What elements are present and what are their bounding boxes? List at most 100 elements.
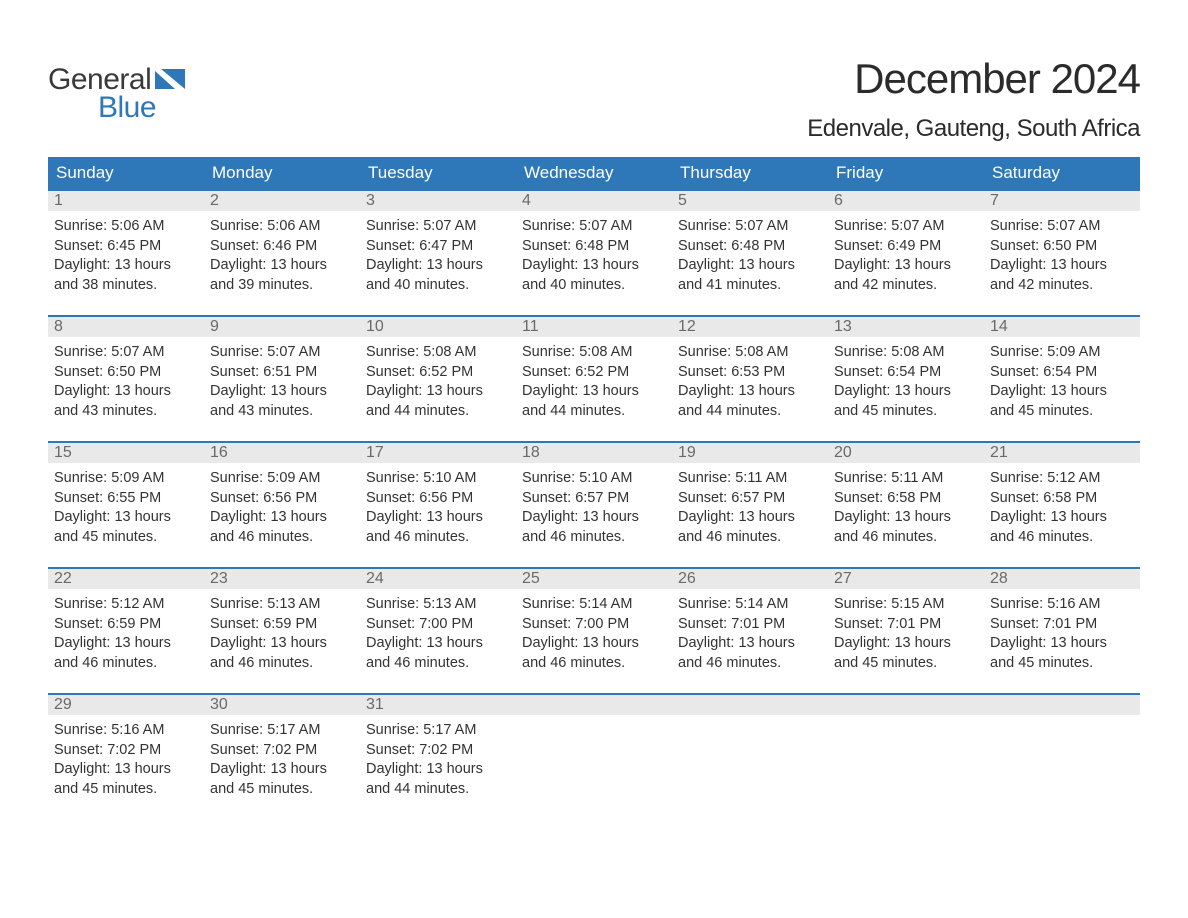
daylight-line1: Daylight: 13 hours [366,382,510,402]
daylight-label: Daylight: [366,635,422,651]
daylight-line1: Daylight: 13 hours [54,256,198,276]
dow-tuesday: Tuesday [360,157,516,189]
daylight-hours: 13 hours [738,635,794,651]
sunrise-label: Sunrise: [990,344,1043,360]
day-cell: 21Sunrise: 5:12 AMSunset: 6:58 PMDayligh… [984,443,1140,567]
day-number: 14 [984,317,1140,337]
daylight-label: Daylight: [210,383,266,399]
sunrise-label: Sunrise: [210,470,263,486]
sunrise-line: Sunrise: 5:11 AM [678,469,822,489]
day-cell: 29Sunrise: 5:16 AMSunset: 7:02 PMDayligh… [48,695,204,819]
daylight-line1: Daylight: 13 hours [678,256,822,276]
daylight-line2: and 46 minutes. [678,528,822,548]
daylight-line2: and 45 minutes. [834,654,978,674]
sunrise-value: 5:06 AM [267,218,320,234]
daylight-label: Daylight: [678,383,734,399]
sunrise-line: Sunrise: 5:10 AM [366,469,510,489]
sunset-line: Sunset: 7:02 PM [54,741,198,761]
sunset-line: Sunset: 7:02 PM [210,741,354,761]
daylight-line1: Daylight: 13 hours [678,508,822,528]
day-cell: . [516,695,672,819]
week-row: 15Sunrise: 5:09 AMSunset: 6:55 PMDayligh… [48,441,1140,567]
sunrise-value: 5:16 AM [1047,596,1100,612]
sunset-label: Sunset: [366,364,415,380]
daylight-hours: 13 hours [114,383,170,399]
daylight-line2: and 46 minutes. [678,654,822,674]
sunset-value: 6:48 PM [731,238,785,254]
day-body: Sunrise: 5:06 AMSunset: 6:46 PMDaylight:… [204,211,360,301]
sunset-label: Sunset: [990,490,1039,506]
sunrise-line: Sunrise: 5:07 AM [54,343,198,363]
sunset-label: Sunset: [210,238,259,254]
sunset-value: 6:59 PM [263,616,317,632]
day-number: 10 [360,317,516,337]
sunrise-value: 5:08 AM [735,344,788,360]
sunrise-line: Sunrise: 5:06 AM [210,217,354,237]
sunset-value: 6:57 PM [731,490,785,506]
sunrise-line: Sunrise: 5:06 AM [54,217,198,237]
sunset-line: Sunset: 6:58 PM [834,489,978,509]
sunrise-value: 5:08 AM [579,344,632,360]
sunrise-value: 5:09 AM [267,470,320,486]
sunset-label: Sunset: [366,616,415,632]
sunrise-line: Sunrise: 5:08 AM [678,343,822,363]
day-number: 23 [204,569,360,589]
daylight-line2: and 42 minutes. [990,276,1134,296]
sunrise-value: 5:07 AM [891,218,944,234]
sunrise-line: Sunrise: 5:11 AM [834,469,978,489]
daylight-label: Daylight: [990,383,1046,399]
sunset-value: 6:47 PM [419,238,473,254]
daylight-line2: and 46 minutes. [366,528,510,548]
day-body: Sunrise: 5:10 AMSunset: 6:57 PMDaylight:… [516,463,672,553]
daylight-label: Daylight: [834,635,890,651]
day-cell: 14Sunrise: 5:09 AMSunset: 6:54 PMDayligh… [984,317,1140,441]
daylight-label: Daylight: [210,635,266,651]
day-body: Sunrise: 5:12 AMSunset: 6:59 PMDaylight:… [48,589,204,679]
daylight-line2: and 46 minutes. [522,654,666,674]
day-cell: 8Sunrise: 5:07 AMSunset: 6:50 PMDaylight… [48,317,204,441]
sunrise-label: Sunrise: [678,344,731,360]
daylight-line2: and 43 minutes. [210,402,354,422]
sunrise-value: 5:11 AM [891,470,943,486]
sunrise-line: Sunrise: 5:16 AM [54,721,198,741]
daylight-label: Daylight: [990,509,1046,525]
day-cell: 18Sunrise: 5:10 AMSunset: 6:57 PMDayligh… [516,443,672,567]
daylight-hours: 13 hours [426,635,482,651]
day-number: 9 [204,317,360,337]
daylight-hours: 13 hours [738,383,794,399]
daylight-hours: 13 hours [738,257,794,273]
sunrise-label: Sunrise: [834,218,887,234]
sunrise-value: 5:14 AM [735,596,788,612]
sunset-value: 6:59 PM [107,616,161,632]
day-body: Sunrise: 5:11 AMSunset: 6:58 PMDaylight:… [828,463,984,553]
sunrise-value: 5:07 AM [267,344,320,360]
day-number: 2 [204,191,360,211]
daylight-line2: and 43 minutes. [54,402,198,422]
day-body: Sunrise: 5:17 AMSunset: 7:02 PMDaylight:… [204,715,360,805]
daylight-hours: 13 hours [582,509,638,525]
sunset-line: Sunset: 6:54 PM [834,363,978,383]
daylight-line1: Daylight: 13 hours [522,256,666,276]
sunset-line: Sunset: 6:48 PM [522,237,666,257]
day-number: 29 [48,695,204,715]
daylight-line1: Daylight: 13 hours [522,508,666,528]
daylight-label: Daylight: [990,257,1046,273]
sunrise-line: Sunrise: 5:12 AM [990,469,1134,489]
sunset-label: Sunset: [54,490,103,506]
daylight-hours: 13 hours [1050,257,1106,273]
daylight-line1: Daylight: 13 hours [834,634,978,654]
sunset-value: 6:54 PM [887,364,941,380]
day-cell: 19Sunrise: 5:11 AMSunset: 6:57 PMDayligh… [672,443,828,567]
sunset-line: Sunset: 6:47 PM [366,237,510,257]
day-number: 30 [204,695,360,715]
sunrise-value: 5:09 AM [1047,344,1100,360]
sunrise-value: 5:08 AM [423,344,476,360]
sunset-label: Sunset: [210,742,259,758]
sunset-value: 7:01 PM [1043,616,1097,632]
daylight-hours: 13 hours [426,761,482,777]
sunset-line: Sunset: 7:02 PM [366,741,510,761]
sunset-value: 6:57 PM [575,490,629,506]
daylight-label: Daylight: [210,257,266,273]
sunrise-value: 5:10 AM [423,470,476,486]
daylight-label: Daylight: [366,761,422,777]
